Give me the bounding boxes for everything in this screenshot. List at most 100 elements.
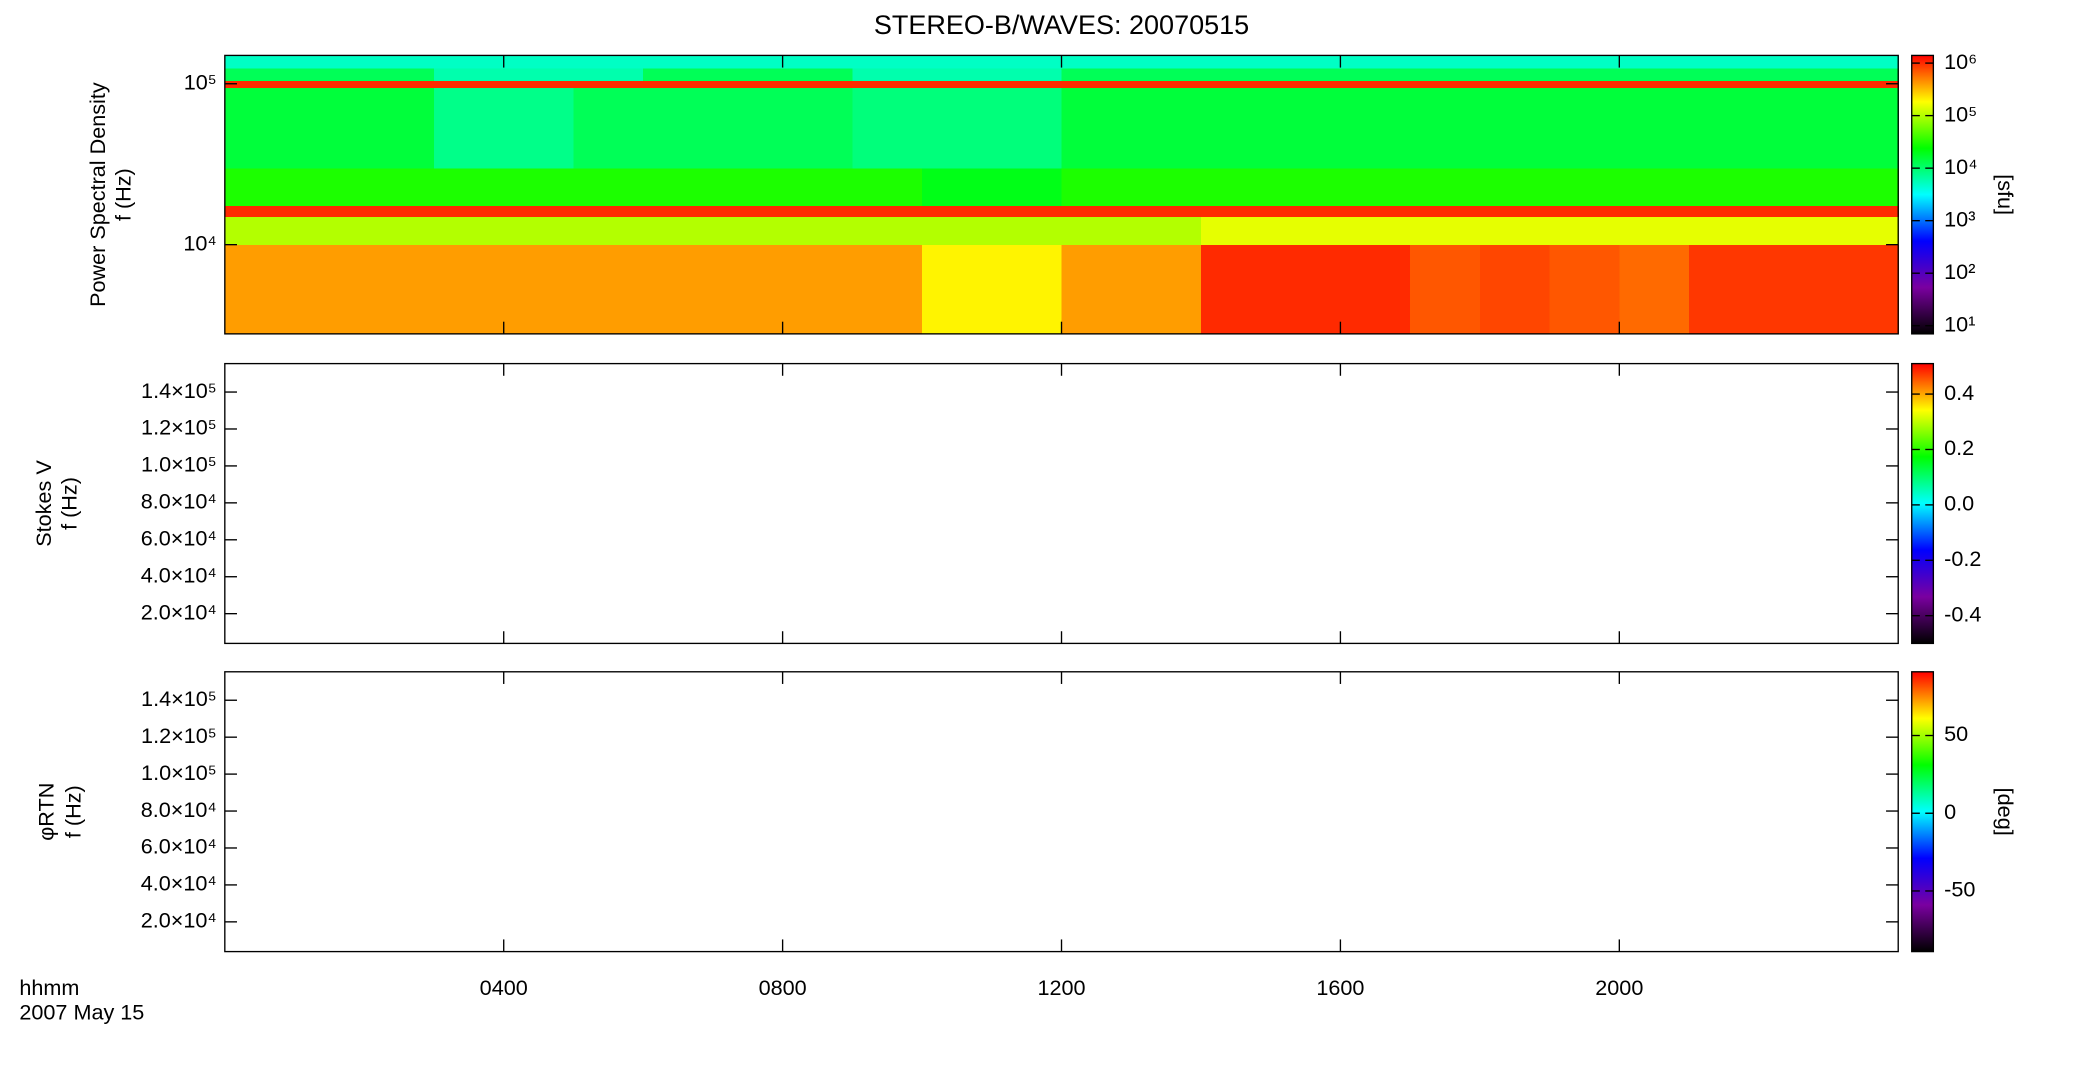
spectrogram-cell: [1689, 244, 1760, 335]
y-tick-label: 6.0×10⁴: [141, 526, 217, 551]
colorbar-label: [deg]: [1993, 788, 2018, 836]
spectrogram-cell: [712, 55, 784, 69]
spectrogram-cell: [1828, 87, 1899, 169]
spectrogram-cell: [922, 205, 993, 217]
colorbar: [1911, 362, 1935, 645]
y-axis-label: f (Hz): [56, 477, 81, 530]
spectrogram-cell: [1270, 55, 1341, 69]
y-tick-label: 2.0×10⁴: [141, 599, 217, 624]
spectrogram-cell: [364, 80, 435, 88]
spectrogram-cell: [1410, 205, 1481, 217]
x-tick-label: 0400: [480, 975, 528, 1000]
spectrogram-cell: [1758, 87, 1830, 169]
spectrogram-cell: [643, 167, 714, 207]
spectrogram-cell: [1200, 80, 1272, 88]
colorbar-tick-label: 10⁵: [1944, 101, 1977, 126]
spectrogram-cell: [782, 80, 853, 88]
spectrogram-cell: [294, 216, 365, 246]
spectrogram-cell: [1200, 68, 1272, 81]
spectrogram-cell: [573, 80, 644, 88]
spectrogram-cell: [852, 167, 923, 207]
spectrogram-cell: [1689, 167, 1760, 207]
spectrogram-cell: [1410, 87, 1481, 169]
spectrogram-cell: [503, 244, 574, 335]
colorbar-tick-label: 10³: [1944, 206, 1975, 231]
y-tick-label: 8.0×10⁴: [141, 489, 217, 514]
spectrogram-cell: [1061, 55, 1132, 69]
spectrogram-cell: [852, 216, 923, 246]
spectrogram-cell: [643, 80, 714, 88]
y-axis-label: Power Spectral Density: [85, 82, 110, 307]
spectrogram-cell: [922, 68, 993, 81]
colorbar: [1911, 54, 1935, 335]
spectrogram-cell: [991, 167, 1063, 207]
spectrogram-cell: [1061, 80, 1132, 88]
spectrogram-cell: [433, 87, 505, 169]
colorbar-tick-label: 10¹: [1944, 311, 1975, 336]
spectrogram-cell: [364, 167, 435, 207]
spectrogram-cell: [1340, 244, 1411, 335]
spectrogram-cell: [573, 167, 644, 207]
spectrogram-cell: [433, 55, 505, 69]
spectrogram-cell: [712, 167, 784, 207]
x-tick-label: 2000: [1595, 975, 1643, 1000]
colorbar-tick-label: 0.2: [1944, 435, 1974, 460]
spectrogram-cell: [782, 68, 853, 81]
spectrogram-cell: [1200, 216, 1272, 246]
spectrogram-cell: [433, 80, 505, 88]
spectrogram-cell: [1619, 87, 1690, 169]
y-tick-label: 1.2×10⁵: [141, 723, 217, 748]
spectrogram-cell: [1200, 55, 1272, 69]
spectrogram-cell: [224, 87, 296, 169]
colorbar-tick-label: -50: [1944, 877, 1975, 902]
spectrogram-cell: [1479, 55, 1551, 69]
spectrogram-cell: [573, 68, 644, 81]
spectrogram-cell: [1270, 80, 1341, 88]
spectrogram-cell: [364, 68, 435, 81]
spectrogram-cell: [1340, 68, 1411, 81]
spectrogram-cell: [1131, 55, 1202, 69]
spectrogram-cell: [433, 205, 505, 217]
spectrogram-cell: [1131, 216, 1202, 246]
spectrogram-cell: [224, 216, 296, 246]
spectrogram-cell: [1061, 216, 1132, 246]
spectrogram-cell: [1549, 80, 1620, 88]
spectrogram-cell: [294, 87, 365, 169]
spectrogram-cell: [1619, 55, 1690, 69]
spectrogram-cell: [1270, 68, 1341, 81]
spectrogram-cell: [782, 55, 853, 69]
spectrogram-cell: [643, 244, 714, 335]
spectrogram-cell: [503, 205, 574, 217]
spectrogram-cell: [364, 87, 435, 169]
spectrogram-cell: [1689, 55, 1760, 69]
spectrogram-cell: [1828, 216, 1899, 246]
spectrogram-cell: [643, 55, 714, 69]
spectrogram-cell: [852, 68, 923, 81]
spectrogram-cell: [1410, 55, 1481, 69]
spectrogram-cell: [1200, 167, 1272, 207]
x-tick-label: 1600: [1316, 975, 1364, 1000]
spectrogram-cell: [1619, 216, 1690, 246]
spectrogram-cell: [1061, 244, 1132, 335]
spectrogram-cell: [294, 167, 365, 207]
spectrogram-cell: [1549, 167, 1620, 207]
spectrogram-cell: [1270, 87, 1341, 169]
spectrogram-cell: [503, 55, 574, 69]
y-tick-label: 1.2×10⁵: [141, 415, 217, 440]
y-axis-label: f (Hz): [61, 785, 86, 838]
spectrogram-cell: [1479, 244, 1551, 335]
spectrogram-cell: [643, 216, 714, 246]
spectrogram-cell: [852, 55, 923, 69]
y-axis-label: φRTN: [33, 783, 58, 841]
spectrogram-cell: [1131, 80, 1202, 88]
spectrogram-cell: [991, 216, 1063, 246]
spectrogram-cell: [573, 216, 644, 246]
spectrogram-cell: [224, 55, 296, 69]
spectrogram-cell: [922, 167, 993, 207]
spectrogram-cell: [1758, 80, 1830, 88]
colorbar-tick-label: -0.4: [1944, 601, 1981, 626]
spectrogram-cell: [1410, 80, 1481, 88]
spectrogram-cell: [1619, 244, 1690, 335]
spectrogram-cell: [1061, 68, 1132, 81]
